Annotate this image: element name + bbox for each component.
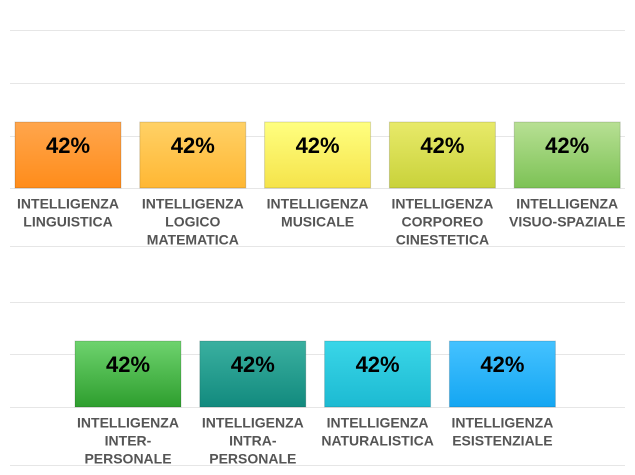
data-label: 42% bbox=[356, 352, 400, 377]
category-label: MUSICALE bbox=[281, 214, 354, 230]
category-label: MATEMATICA bbox=[147, 232, 239, 248]
data-label: 42% bbox=[171, 133, 215, 158]
category-label: INTELLIGENZA bbox=[267, 196, 369, 212]
bars bbox=[14, 121, 621, 408]
category-label: INTELLIGENZA bbox=[202, 415, 304, 431]
category-label: VISUO-SPAZIALE bbox=[509, 214, 625, 230]
category-label: ESISTENZIALE bbox=[452, 433, 552, 449]
category-label: INTELLIGENZA bbox=[17, 196, 119, 212]
data-label: 42% bbox=[545, 133, 589, 158]
bar bbox=[74, 340, 182, 408]
bar bbox=[264, 121, 372, 189]
data-label: 42% bbox=[420, 133, 464, 158]
bar bbox=[513, 121, 621, 189]
category-label: CORPOREO bbox=[402, 214, 484, 230]
data-label: 42% bbox=[296, 133, 340, 158]
category-label: INTRA- bbox=[229, 433, 277, 449]
category-label: INTELLIGENZA bbox=[451, 415, 553, 431]
data-label: 42% bbox=[106, 352, 150, 377]
category-label: INTELLIGENZA bbox=[77, 415, 179, 431]
category-label: INTELLIGENZA bbox=[516, 196, 618, 212]
data-label: 42% bbox=[480, 352, 524, 377]
bar bbox=[388, 121, 496, 189]
bar bbox=[448, 340, 556, 408]
category-label: PERSONALE bbox=[209, 451, 296, 467]
category-label: INTELLIGENZA bbox=[391, 196, 493, 212]
bar bbox=[139, 121, 247, 189]
category-label: INTER- bbox=[105, 433, 152, 449]
category-label: INTELLIGENZA bbox=[327, 415, 429, 431]
category-label: LOGICO bbox=[165, 214, 220, 230]
category-label: LINGUISTICA bbox=[23, 214, 112, 230]
labels: 42% INTELLIGENZA LINGUISTICA 42% INTELLIGENZ… bbox=[17, 133, 625, 467]
bar bbox=[199, 340, 307, 408]
data-label: 42% bbox=[231, 352, 275, 377]
category-label: INTELLIGENZA bbox=[142, 196, 244, 212]
bar bbox=[14, 121, 122, 189]
category-label: CINESTETICA bbox=[396, 232, 489, 248]
category-label: NATURALISTICA bbox=[321, 433, 434, 449]
bar bbox=[324, 340, 432, 408]
data-label: 42% bbox=[46, 133, 90, 158]
category-label: PERSONALE bbox=[84, 451, 171, 467]
